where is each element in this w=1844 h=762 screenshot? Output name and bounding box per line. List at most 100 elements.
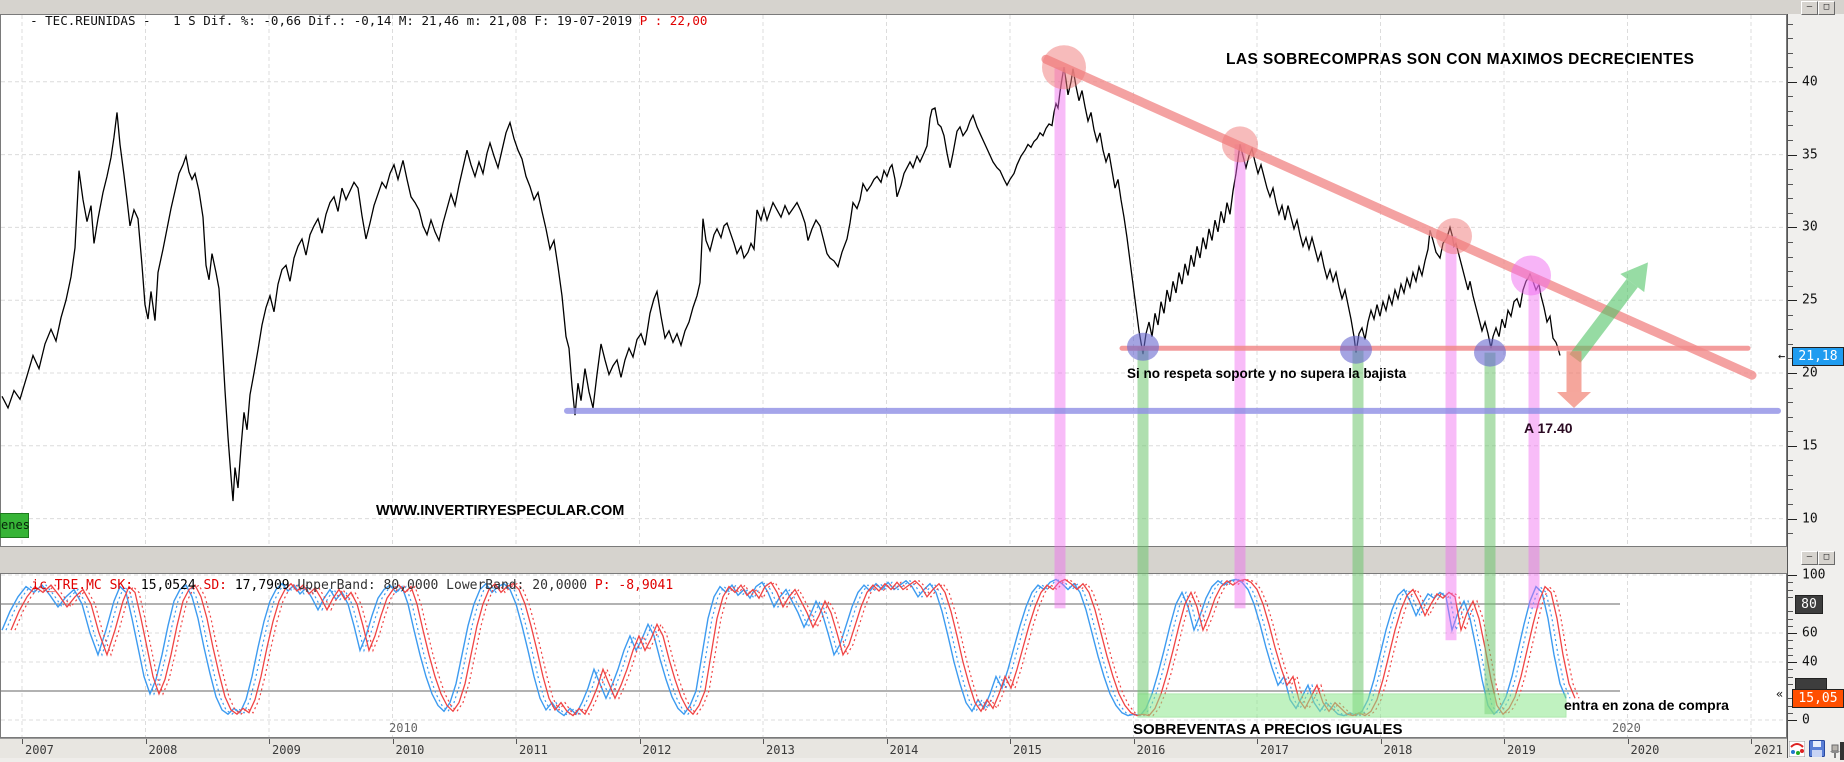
year-label: 2013	[766, 743, 795, 757]
axis-tick	[1788, 654, 1793, 656]
year-label: 2014	[889, 743, 919, 757]
axis-tick	[1788, 183, 1793, 185]
axis-tick	[1788, 705, 1793, 707]
indicator-sd-label: SD:	[203, 578, 235, 593]
year-tick	[1257, 739, 1258, 744]
year-tick	[22, 739, 23, 744]
axis-tick	[1788, 647, 1793, 649]
orders-chip[interactable]: enes	[0, 513, 30, 538]
year-label: 2007	[25, 743, 54, 757]
axis-tick	[1788, 662, 1797, 663]
annotation-decreasing-highs: LAS SOBRECOMPRAS SON CON MAXIMOS DECRECI…	[1226, 51, 1695, 68]
axis-tick	[1788, 169, 1793, 171]
axis-tick	[1788, 618, 1793, 620]
indicator-sk-label: SK:	[109, 578, 141, 593]
axis-tick	[1788, 474, 1793, 476]
year-tick	[516, 739, 517, 744]
axis-tick	[1788, 227, 1797, 229]
axis-tick	[1788, 300, 1797, 302]
axis-tick	[1788, 67, 1793, 69]
maximize-indicator-button[interactable]: □	[1818, 551, 1835, 565]
axis-tick	[1788, 198, 1793, 200]
indicator-p-value: -8,9041	[618, 578, 674, 593]
axis-tick	[1788, 416, 1793, 418]
axis-tick	[1788, 611, 1793, 613]
axis-tick	[1788, 387, 1793, 389]
indicator-bands: UpperBand: 80,0000 LowerBand: 20,0000	[297, 578, 595, 593]
axis-tick	[1788, 489, 1793, 491]
maximize-pane-button[interactable]: □	[1818, 1, 1835, 15]
price-axis-label: 25	[1802, 292, 1818, 308]
minimize-indicator-button[interactable]: —	[1801, 551, 1818, 565]
axis-tick	[1788, 460, 1793, 462]
axis-tick	[1788, 676, 1793, 678]
indicator-header: ic_TRE.MC SK: 15,0524 SD: 17,7909 UpperB…	[0, 547, 1787, 593]
pin-icon[interactable]	[1829, 744, 1841, 758]
year-label: 2012	[642, 743, 672, 757]
current-price-tag: 21,18	[1792, 346, 1844, 366]
axis-tick	[1788, 241, 1793, 243]
indicator-name: ic_TRE.MC	[31, 578, 110, 593]
save-icon[interactable]	[1809, 740, 1825, 757]
inner-year-label: 2010	[389, 721, 418, 735]
year-label: 2017	[1260, 743, 1289, 757]
axis-tick	[1788, 431, 1793, 433]
axis-tick	[1788, 504, 1793, 506]
axis-tick	[1788, 712, 1793, 714]
year-tick	[1133, 739, 1135, 744]
year-label: 2016	[1136, 743, 1166, 757]
axis-tick	[1788, 38, 1793, 40]
annotation-oversold-note: SOBREVENTAS A PRECIOS IGUALES	[1133, 721, 1403, 738]
year-label: 2015	[1013, 743, 1042, 757]
axis-tick	[1788, 271, 1793, 273]
axis-tick	[1788, 96, 1793, 98]
year-tick	[1627, 739, 1629, 744]
year-tick	[886, 739, 888, 744]
axis-tick	[1788, 373, 1797, 374]
indicator-p-label: P:	[594, 578, 619, 593]
axis-tick	[1788, 125, 1793, 127]
inner-year-label: 2020	[1612, 721, 1641, 735]
year-tick	[392, 739, 394, 744]
axis-tick	[1788, 358, 1793, 360]
minimize-pane-button[interactable]: —	[1801, 1, 1818, 15]
price-axis-label: 15	[1802, 438, 1818, 454]
axis-tick	[1788, 640, 1793, 642]
year-tick	[763, 739, 764, 744]
axis-tick	[1788, 683, 1793, 685]
bottom-scroll-strip[interactable]	[0, 758, 1844, 762]
indicator-sk-value: 15,0524	[140, 578, 204, 593]
stochastic-axis-label: 100	[1802, 567, 1826, 583]
stochastic-value-tag: 15,05	[1792, 689, 1844, 709]
axis-tick	[1788, 575, 1797, 576]
annotation-website: WWW.INVERTIRYESPECULAR.COM	[376, 503, 625, 519]
time-axis[interactable]: 2007 2008 2009 2010 2011 2012 2013 2014 2015 2016…	[0, 738, 1787, 759]
axis-tick	[1788, 256, 1793, 258]
statusbar-edge	[1840, 742, 1844, 760]
year-tick	[145, 739, 147, 744]
stoch-tag-arrow-icon: «	[1776, 687, 1784, 701]
year-tick	[1751, 739, 1752, 744]
axis-tick	[1788, 23, 1793, 25]
axis-tick	[1788, 343, 1793, 345]
year-label: 2009	[272, 743, 301, 757]
price-chart-canvas[interactable]	[1, 15, 1786, 546]
axis-tick	[1788, 212, 1793, 214]
axis-tick	[1788, 52, 1793, 54]
year-tick	[269, 739, 270, 744]
year-label: 2011	[519, 743, 548, 757]
indicator-sd-value: 17,7909	[234, 578, 298, 593]
year-tick	[1010, 739, 1011, 744]
axis-tick	[1788, 596, 1793, 598]
year-label: 2021	[1754, 743, 1783, 757]
year-label: 2008	[148, 743, 178, 757]
axis-tick	[1788, 81, 1797, 83]
chart-tool-icon[interactable]	[1789, 741, 1805, 757]
value-axis[interactable]: 21,18 80 15,05 454035302520151010060400	[1787, 0, 1844, 762]
axis-tick	[1788, 589, 1793, 591]
stochastic-axis-label: 0	[1802, 712, 1810, 728]
price-chart-pane[interactable]	[0, 14, 1787, 547]
axis-tick	[1788, 533, 1793, 535]
axis-tick	[1788, 285, 1793, 287]
